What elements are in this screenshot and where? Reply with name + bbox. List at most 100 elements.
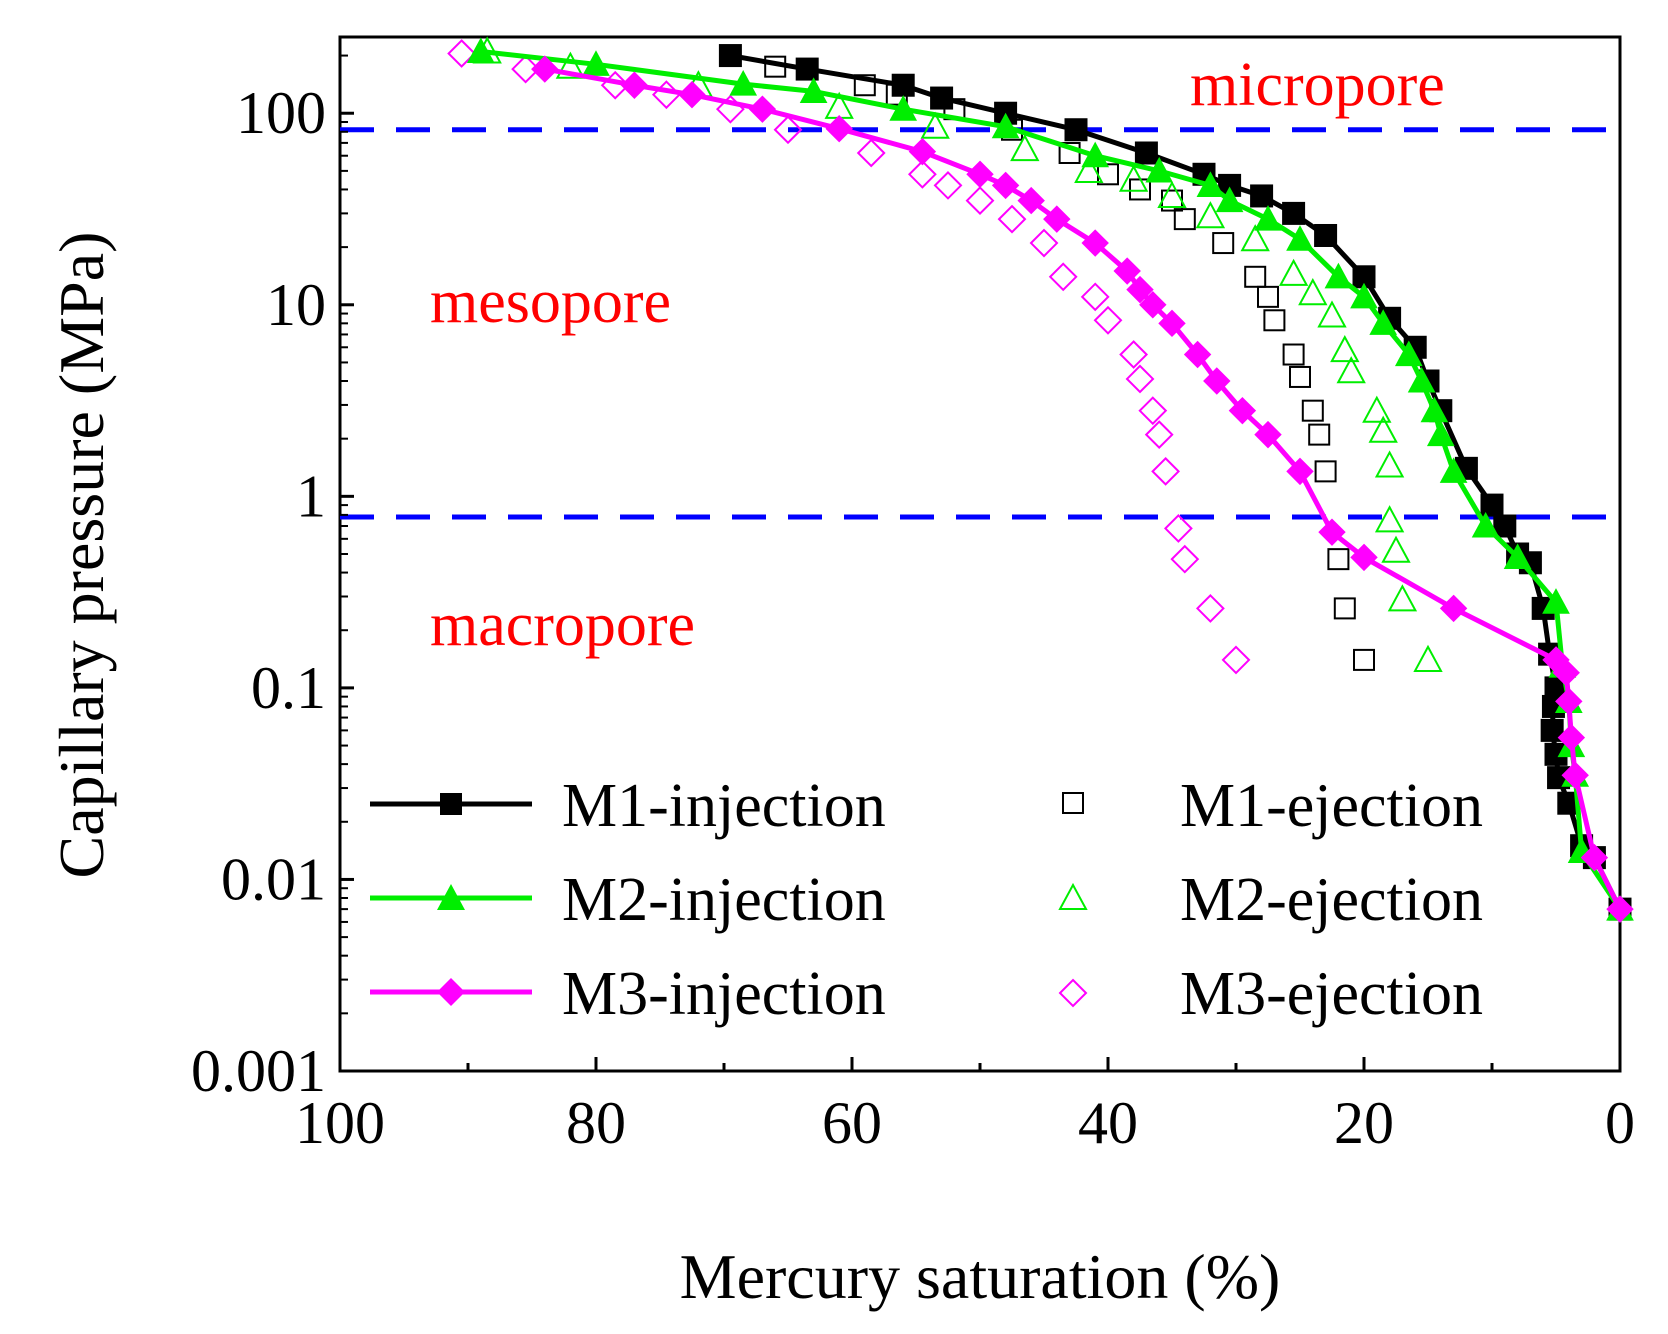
x-tick-label-60: 60 — [822, 1090, 882, 1156]
data-point-m2-injection — [1407, 366, 1436, 393]
data-point-m3-injection — [966, 160, 994, 188]
data-point-m2-injection — [1215, 186, 1244, 213]
data-point-m1-ejection — [1308, 423, 1331, 446]
data-point-m3-ejection — [1125, 364, 1155, 394]
data-point-m1-ejection — [1257, 285, 1279, 308]
data-point-m1-ejection — [1289, 365, 1311, 388]
x-axis: 100 80 60 40 20 0 — [295, 1057, 1635, 1156]
data-point-m1-ejection — [1301, 399, 1324, 422]
data-point-m2-injection — [1439, 457, 1468, 483]
data-point-m3-injection — [1318, 518, 1346, 546]
data-point-m1-injection — [718, 44, 742, 68]
data-point-m1-ejection — [853, 74, 876, 97]
x-tick-label-40: 40 — [1078, 1090, 1138, 1156]
y-tick-label-100: 100 — [236, 80, 326, 146]
data-point-m3-ejection — [651, 80, 681, 110]
region-label-micropore: micropore — [1190, 51, 1445, 119]
data-point-m3-injection — [1561, 761, 1589, 789]
data-point-m3-injection — [1043, 205, 1071, 233]
data-point-m3-injection — [1139, 291, 1167, 319]
data-point-m3-injection — [1081, 229, 1109, 257]
x-tick-label-80: 80 — [566, 1090, 626, 1156]
data-point-m2-injection — [1394, 340, 1423, 367]
data-point-m2-injection — [1542, 588, 1570, 614]
data-point-m2-ejection — [1278, 258, 1309, 286]
data-point-m2-injection — [991, 112, 1020, 139]
data-point-m1-injection — [930, 86, 954, 110]
data-point-m3-ejection — [1138, 396, 1168, 426]
data-point-m3-injection — [678, 80, 706, 109]
y-tick-label-10: 10 — [266, 272, 326, 338]
data-point-m3-injection — [1017, 186, 1045, 215]
legend-label-m1-ejection: M1-ejection — [1180, 772, 1483, 840]
data-point-m3-injection — [620, 71, 649, 99]
y-tick-label-0.1: 0.1 — [251, 655, 326, 721]
data-point-m1-ejection — [1212, 232, 1235, 255]
data-point-m2-injection — [1350, 282, 1378, 309]
data-point-m3-ejection — [773, 115, 803, 145]
data-point-m2-ejection — [1298, 278, 1328, 306]
y-axis: 0.001 0.01 0.1 1 10 100 — [191, 54, 354, 1104]
data-point-m2-ejection — [1374, 450, 1405, 478]
data-point-m1-ejection — [1173, 208, 1196, 231]
data-point-m3-ejection — [1048, 262, 1078, 292]
data-point-m3-injection — [1606, 895, 1634, 923]
data-point-m2-injection — [1286, 225, 1314, 251]
series-m3-injection — [531, 55, 1634, 923]
legend-label-m2-ejection: M2-ejection — [1180, 866, 1483, 934]
y-axis-title: Capillary pressure (MPa) — [46, 232, 117, 879]
legend-item-m1-ejection: M1-ejection — [1062, 772, 1483, 840]
data-point-m2-injection — [1324, 262, 1353, 289]
legend: M1-injection M2-injection M3-injection M… — [370, 772, 1483, 1028]
data-point-m1-injection — [891, 73, 915, 97]
data-point-m2-ejection — [1336, 356, 1366, 384]
data-point-m2-injection — [889, 95, 918, 121]
data-point-m2-ejection — [1330, 334, 1360, 363]
data-point-m3-ejection — [1119, 340, 1149, 369]
x-tick-label-0: 0 — [1605, 1090, 1635, 1156]
data-point-m1-injection — [1314, 223, 1338, 247]
data-point-m3-injection — [1113, 257, 1141, 285]
legend-item-m3-ejection: M3-ejection — [1058, 960, 1483, 1028]
data-point-m2-injection — [1420, 396, 1449, 423]
data-point-m1-ejection — [1327, 548, 1350, 571]
legend-item-m2-injection: M2-injection — [370, 866, 886, 934]
data-point-m2-ejection — [1118, 164, 1149, 192]
x-axis-title: Mercury saturation (%) — [680, 1241, 1281, 1312]
data-point-m2-ejection — [1317, 300, 1347, 328]
data-point-m3-ejection — [1163, 514, 1193, 543]
data-point-m2-injection — [1426, 420, 1455, 447]
data-point-m3-injection — [748, 95, 777, 123]
data-point-m3-ejection — [933, 170, 963, 200]
data-point-m2-ejection — [1240, 224, 1270, 252]
data-point-m2-injection — [799, 77, 828, 103]
legend-marker-m1-injection — [440, 793, 462, 815]
data-point-m3-injection — [1286, 457, 1314, 486]
data-point-m2-ejection — [1195, 201, 1226, 229]
data-point-m1-injection — [1540, 718, 1564, 742]
data-point-m2-injection — [1145, 156, 1174, 183]
region-label-mesopore: mesopore — [430, 268, 671, 336]
data-point-m2-injection — [1503, 543, 1532, 569]
y-tick-label-0.001: 0.001 — [191, 1038, 326, 1104]
legend-marker-m3-injection — [437, 978, 465, 1006]
data-point-m2-ejection — [1374, 505, 1405, 533]
series-m2-injection — [466, 37, 1634, 921]
data-point-m2-injection — [1254, 205, 1282, 231]
legend-label-m1-injection: M1-injection — [562, 772, 886, 840]
series-m2-ejection — [472, 36, 1443, 672]
y-tick-label-0.01: 0.01 — [221, 846, 326, 912]
data-point-m2-ejection — [1381, 535, 1411, 563]
data-point-m1-ejection — [1282, 343, 1305, 366]
data-point-m1-injection — [1493, 514, 1517, 538]
series-layer — [447, 36, 1634, 923]
data-point-m3-injection — [1183, 340, 1212, 369]
data-point-m1-injection — [1282, 201, 1306, 225]
x-tick-label-100: 100 — [295, 1090, 385, 1156]
data-point-m3-injection — [1552, 659, 1580, 687]
data-point-m2-injection — [729, 70, 758, 96]
data-point-m1-injection — [1134, 141, 1158, 165]
data-point-m1-ejection — [1314, 460, 1337, 483]
data-point-m3-injection — [908, 137, 937, 166]
legend-item-m1-injection: M1-injection — [370, 772, 886, 840]
